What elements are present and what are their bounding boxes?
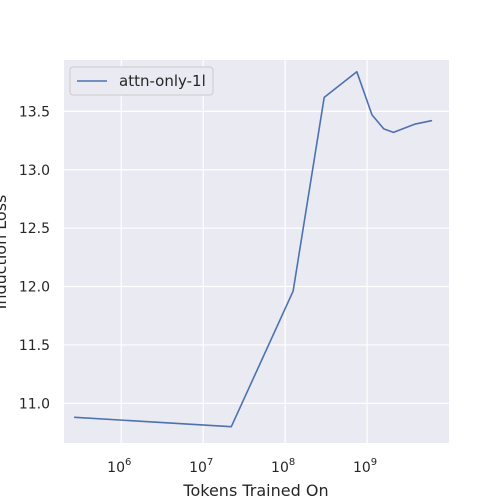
y-axis-ticks: 11.0 11.5 12.0 12.5 13.0 13.5 [19, 104, 50, 412]
y-tick-label: 12.5 [19, 221, 50, 237]
x-tick-label: 107 [189, 457, 213, 476]
x-axis-ticks: 106 107 108 109 [107, 457, 377, 476]
plot-background [64, 60, 449, 443]
y-tick-label: 13.0 [19, 163, 50, 179]
legend-box [69, 66, 214, 96]
y-tick-label: 11.5 [19, 338, 50, 354]
y-tick-label: 12.0 [19, 280, 50, 296]
y-axis-label: Induction Loss [0, 195, 10, 310]
series-layer [73, 70, 433, 428]
x-axis-label: Tokens Trained On [182, 481, 328, 500]
x-tick-label: 108 [271, 457, 295, 476]
legend: attn-only-1l [69, 66, 214, 96]
y-tick-label: 11.0 [19, 396, 50, 412]
x-tick-label: 106 [107, 457, 131, 476]
y-tick-label: 13.5 [19, 104, 50, 120]
grid [64, 60, 449, 443]
legend-label: attn-only-1l [119, 72, 206, 90]
series-line-attn-only-1l [73, 70, 433, 428]
x-tick-label: 109 [353, 457, 377, 476]
